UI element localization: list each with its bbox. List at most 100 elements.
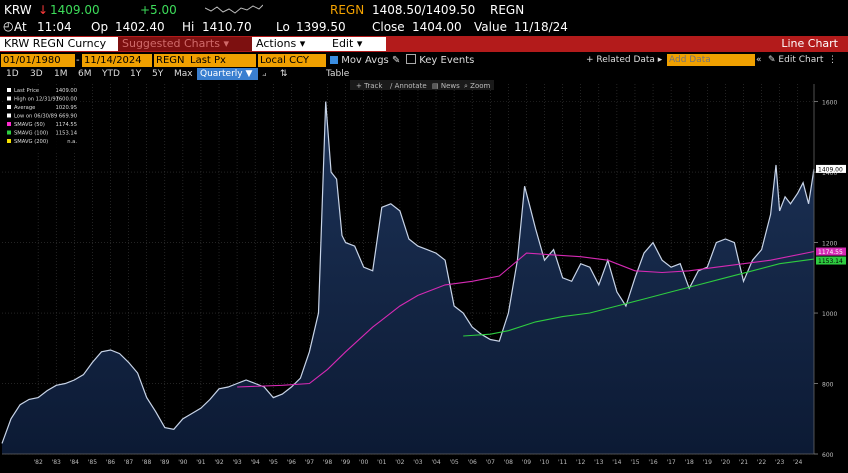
legend-label: SMAVG (100) [14,131,48,137]
x-tick-label: '16 [648,459,657,466]
x-tick-label: '05 [449,459,458,466]
x-tick-label: '07 [486,459,495,466]
edit-chart-button[interactable]: ✎ Edit Chart [768,54,823,66]
zoom-icon: ⌕ [464,82,468,90]
price-tag: 1153.14 [818,258,843,265]
x-tick-label: '23 [775,459,784,466]
period-1m[interactable]: 1M [54,69,68,79]
start-date-field[interactable]: 01/01/1980 [1,54,75,67]
mov-avgs-checkbox[interactable]: Mov Avgs ✎ [330,54,400,67]
legend-label: High on 12/31/97 [14,97,59,103]
x-tick-label: '84 [70,459,79,466]
suggested-charts-label: Suggested Charts [122,37,220,50]
pencil-icon: ✎ [768,55,776,65]
more-icon[interactable]: ⋮ [828,55,837,65]
period-6m[interactable]: 6M [78,69,92,79]
low-label: Lo [276,20,290,34]
legend-swatch [7,96,11,101]
field-selector[interactable]: Last Px [188,54,256,67]
close-label: Close [372,20,405,34]
chart-style-icon[interactable]: ⟓ [262,69,267,79]
indicator-icon[interactable]: ⇅ [280,69,288,79]
price-tag-bg [816,247,846,256]
security-title: KRW REGN Curncy [0,37,120,51]
period-ytd[interactable]: YTD [102,69,120,79]
actions-button[interactable]: Actions ▾ [252,37,330,51]
chart-type-label: Line Chart [781,37,838,50]
edit-button[interactable]: Edit ▾ [328,37,386,51]
close-price: 1404.00 [412,20,462,34]
news-tool[interactable]: ▤ News [432,82,460,90]
sparkline-icon [205,4,263,14]
add-data-input[interactable] [667,54,755,66]
price-tag: 1174.55 [818,249,843,256]
x-tick-label: '03 [413,459,422,466]
source-field[interactable]: REGN [154,54,188,67]
triangle-down-icon: ▼ [245,69,253,79]
down-arrow-icon: ↓ [38,3,49,17]
x-tick-label: '90 [178,459,187,466]
open-label: Op [91,20,109,34]
y-tick-label: 1400 [822,170,837,177]
legend-label: Low on 06/30/89 [14,114,57,120]
clock-icon: ◴ [3,19,14,33]
at-label: At [14,20,27,34]
edit-chart-label: Edit Chart [778,55,824,65]
collapse-icon[interactable]: « [756,55,762,65]
table-button[interactable]: Table [326,69,350,79]
legend-swatch [7,139,11,143]
suggested-charts-button[interactable]: Suggested Charts ▾ [118,37,254,51]
quote-date: 11/18/24 [514,20,568,34]
price-tag-bg [816,256,846,265]
bidask-label: REGN [330,3,365,17]
x-tick-label: '06 [468,459,477,466]
crosshair-icon: + [356,82,362,90]
y-axis: 600 800 1000 1200 1400 1600 [813,84,837,459]
annotate-tool[interactable]: / Annotate [390,82,427,90]
mov-avgs-label: Mov Avgs [341,55,389,66]
related-data-button[interactable]: + Related Data ▸ [586,55,663,65]
track-tool[interactable]: + Track [356,82,383,90]
price-tags: 1409.00 1174.55 1153.14 [816,164,846,265]
x-tick-label: '86 [106,459,115,466]
frequency-dropdown[interactable]: Quarterly ▼ [197,68,258,80]
date-separator: - [76,55,80,66]
end-date-field[interactable]: 11/14/2024 [82,54,152,67]
bid-ask: 1408.50/1409.50 [372,3,476,17]
zoom-tool[interactable]: ⌕ Zoom [464,82,491,90]
x-tick-label: '13 [594,459,603,466]
key-events-label: Key Events [419,55,475,66]
x-tick-label: '04 [431,459,440,466]
x-tick-label: '99 [341,459,350,466]
value-label: Value [474,20,507,34]
quote-row-1: KRW ↓ 1409.00 +5.00 REGN 1408.50/1409.50… [0,0,848,19]
period-max[interactable]: Max [174,69,193,79]
x-tick-label: '12 [576,459,585,466]
legend-label: Average [14,105,35,111]
legend-value: 1600.00 [56,97,77,103]
news-label: News [441,82,460,90]
quote-time: 11:04 [37,20,72,34]
x-tick-label: '97 [305,459,314,466]
series-line-last-price [1,101,815,444]
x-tick-label: '82 [34,459,43,466]
period-1y[interactable]: 1Y [130,69,142,79]
y-tick-label: 1600 [822,100,837,107]
legend-value: 1409.00 [56,88,77,94]
currency-selector[interactable]: Local CCY [258,54,326,67]
x-tick-label: '83 [52,459,61,466]
x-tick-label: '95 [269,459,278,466]
pen-icon: / [390,82,393,90]
legend-value: 1153.14 [56,131,78,137]
series-line-sma100 [463,258,815,337]
high-price: 1410.70 [202,20,252,34]
quote-row-2: ◴ At 11:04 Op 1402.40 Hi 1410.70 Lo 1399… [0,19,848,36]
period-5y[interactable]: 5Y [152,69,164,79]
period-3d[interactable]: 3D [30,69,43,79]
x-tick-label: '01 [377,459,386,466]
x-tick-label: '24 [793,459,802,466]
x-tick-label: '11 [558,459,567,466]
key-events-checkbox[interactable]: Key Events [406,54,474,67]
period-1d[interactable]: 1D [6,69,19,79]
